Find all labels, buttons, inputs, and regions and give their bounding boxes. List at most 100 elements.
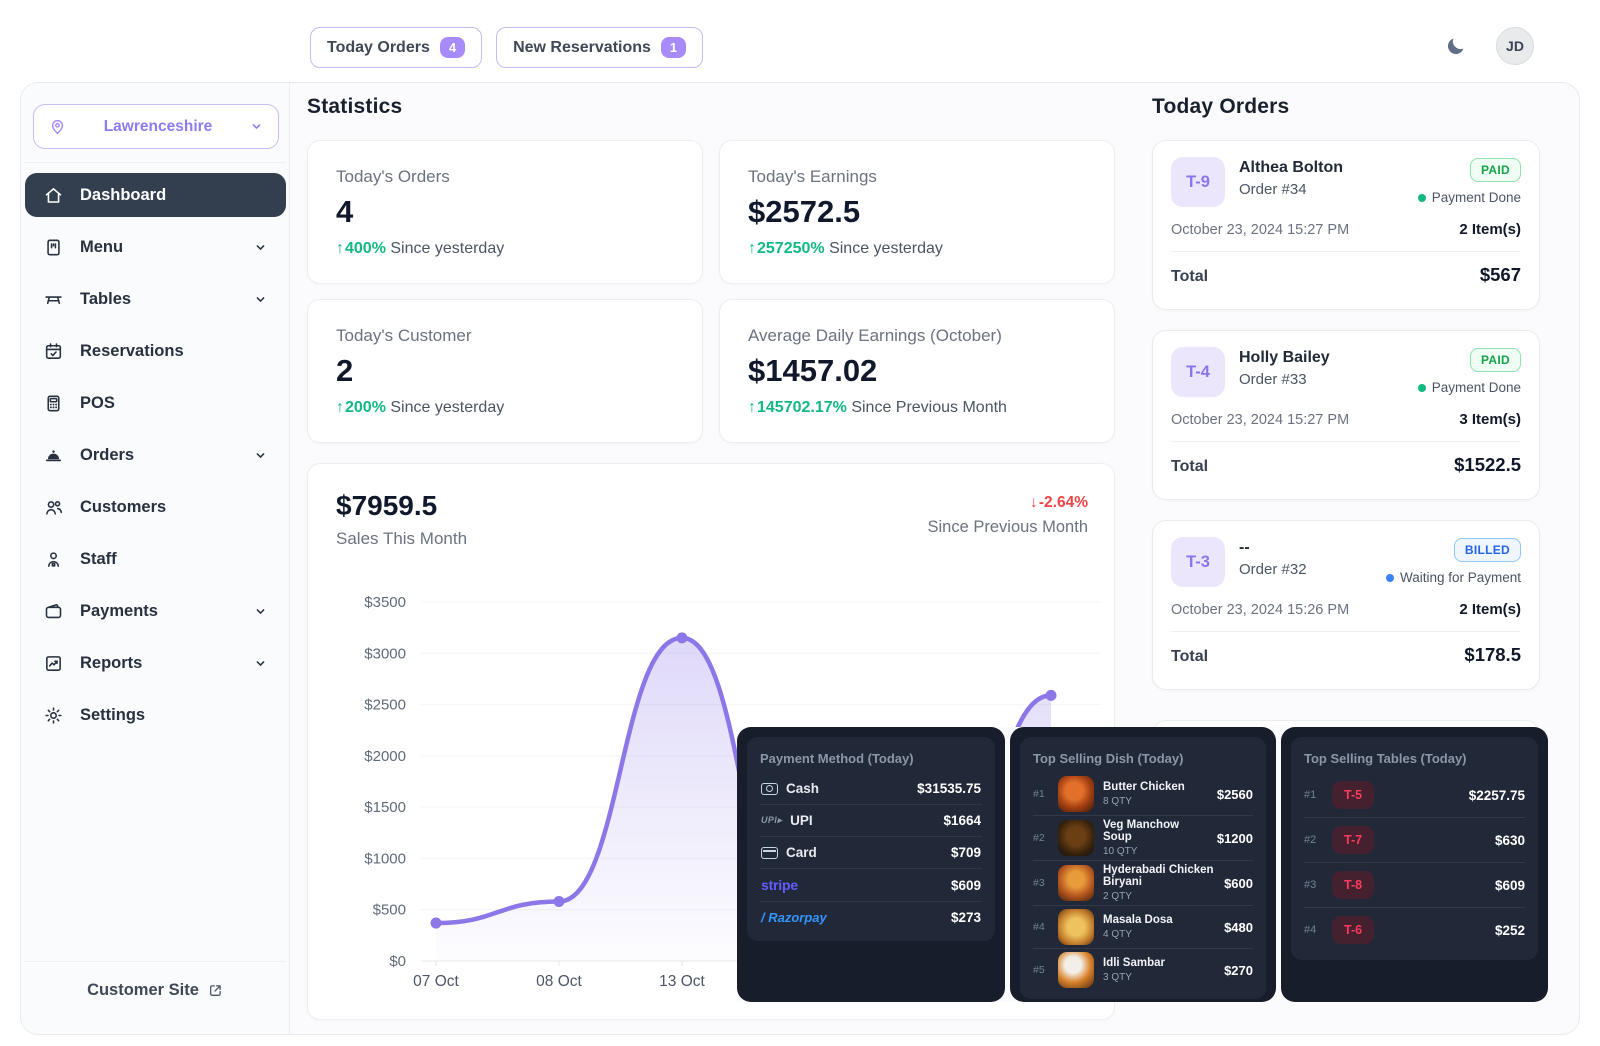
order-datetime: October 23, 2024 15:27 PM <box>1171 412 1350 428</box>
sidebar-item[interactable]: Staff <box>25 537 286 581</box>
stat-card-label: Today's Orders <box>336 167 450 186</box>
today-orders-panel: Today Orders T-9 Althea Bolton Order #34… <box>1152 95 1540 780</box>
up-arrow-icon: ↑ <box>748 399 756 416</box>
table-amount: $630 <box>1494 832 1525 848</box>
svg-text:$1000: $1000 <box>364 850 406 867</box>
dish-row: #2 Veg Manchow Soup 10 QTY $1200 <box>1033 816 1253 861</box>
stat-card: Average Daily Earnings (October) $1457.0… <box>719 299 1115 443</box>
sidebar-nav: Dashboard Menu Tables Reserva <box>25 173 286 745</box>
stat-delta-percent: 200% <box>345 399 386 416</box>
sidebar-item-label: Staff <box>80 549 117 568</box>
order-card[interactable]: T-4 Holly Bailey Order #33 PAID Payment … <box>1152 330 1540 500</box>
dish-qty: 2 QTY <box>1103 891 1132 902</box>
chart-header: $7959.5 Sales This Month ↓ -2.64% Since … <box>336 490 1088 549</box>
dish-rank: #2 <box>1033 832 1045 844</box>
bottom-summary-panels: Payment Method (Today) Cash $31535.75 UP… <box>737 727 1548 1002</box>
home-icon <box>43 185 64 206</box>
stat-card: Today's Orders 4 ↑400% Since yesterday <box>307 140 703 284</box>
sidebar-item[interactable]: Reports <box>25 641 286 685</box>
dish-rank: #3 <box>1033 877 1045 889</box>
sales-delta-note: Since Previous Month <box>927 518 1089 536</box>
payment-status: Payment Done <box>1417 190 1521 205</box>
dish-name: Hyderabadi Chicken Biryani <box>1103 864 1214 888</box>
payment-status-label: Waiting for Payment <box>1399 570 1521 585</box>
stat-card-label: Today's Customer <box>336 326 472 345</box>
topbar: Today Orders 4 New Reservations 1 <box>310 27 704 68</box>
customer-name: Holly Bailey <box>1239 349 1330 366</box>
top-selling-dish-panel: Top Selling Dish (Today) #1 Butter Chick… <box>1010 727 1276 1002</box>
user-avatar[interactable]: JD <box>1496 27 1534 65</box>
chevron-down-icon <box>253 604 268 619</box>
dark-mode-toggle[interactable] <box>1438 29 1472 63</box>
payment-method-row: Razorpay $273 <box>760 901 982 933</box>
staff-icon <box>43 549 64 570</box>
table-badge: T-9 <box>1171 157 1225 207</box>
chevron-down-icon <box>253 448 268 463</box>
sidebar-item[interactable]: Reservations <box>25 329 286 373</box>
dish-row: #1 Butter Chicken 8 QTY $2560 <box>1033 773 1253 816</box>
menu-board-icon <box>43 237 64 258</box>
statistics-title: Statistics <box>307 95 403 118</box>
order-card-divider <box>1171 441 1521 442</box>
new-reservations-button[interactable]: New Reservations 1 <box>496 27 704 68</box>
top-selling-dish-list: #1 Butter Chicken 8 QTY $2560 #2 Veg Manc… <box>1033 773 1253 991</box>
chevron-down-icon <box>253 240 268 255</box>
status-badge: PAID <box>1470 348 1521 372</box>
sidebar-item-label: Menu <box>80 237 124 256</box>
table-row: #4 T-6 $252 <box>1304 908 1525 952</box>
sidebar-item[interactable]: Orders <box>25 433 286 477</box>
payment-method-name: UPI <box>790 813 813 828</box>
topbar-right: JD <box>1438 27 1534 65</box>
up-arrow-icon: ↑ <box>748 240 756 257</box>
sidebar-item[interactable]: Payments <box>25 589 286 633</box>
payment-status: Payment Done <box>1417 380 1521 395</box>
sidebar-item[interactable]: Tables <box>25 277 286 321</box>
payment-method-icon <box>761 846 778 859</box>
table-number-badge: T-7 <box>1332 826 1375 854</box>
dish-row: #3 Hyderabadi Chicken Biryani 2 QTY $600 <box>1033 861 1253 906</box>
stat-card-delta: ↑200% Since yesterday <box>336 399 674 417</box>
table-row: #2 T-7 $630 <box>1304 818 1525 863</box>
dish-name: Idli Sambar <box>1103 957 1165 969</box>
stat-card-value: 2 <box>336 353 354 388</box>
sidebar-item[interactable]: Customers <box>25 485 286 529</box>
sidebar-item[interactable]: Dashboard <box>25 173 286 217</box>
location-selector[interactable]: Lawrenceshire <box>33 104 279 149</box>
payment-method-amount: $31535.75 <box>917 781 981 796</box>
sales-month-label: Sales This Month <box>336 529 468 548</box>
sidebar-item[interactable]: Settings <box>25 693 286 737</box>
table-icon <box>43 289 64 310</box>
stat-delta-percent: 257250% <box>757 240 825 257</box>
svg-text:$2500: $2500 <box>364 697 406 714</box>
stat-card: Today's Customer 2 ↑200% Since yesterday <box>307 299 703 443</box>
payment-method-row: stripe $609 <box>760 868 982 901</box>
payment-method-row: Cash $31535.75 <box>760 773 982 804</box>
table-number-badge: T-5 <box>1332 781 1375 809</box>
stat-delta-percent: 400% <box>345 240 386 257</box>
status-dot-icon <box>1417 193 1426 202</box>
dish-row: #4 Masala Dosa 4 QTY $480 <box>1033 906 1253 949</box>
customer-site-label: Customer Site <box>87 981 199 999</box>
stat-card-label: Average Daily Earnings (October) <box>748 326 1002 345</box>
stat-card-label: Today's Earnings <box>748 167 877 186</box>
table-number-badge: T-8 <box>1332 871 1375 899</box>
svg-text:13 Oct: 13 Oct <box>659 973 705 990</box>
top-selling-tables-panel: Top Selling Tables (Today) #1 T-5 $2257.… <box>1281 727 1548 1002</box>
table-rank: #1 <box>1304 789 1317 801</box>
stat-delta-note: Since yesterday <box>829 240 943 257</box>
stat-card: Today's Earnings $2572.5 ↑257250% Since … <box>719 140 1115 284</box>
table-number-badge: T-6 <box>1332 916 1375 944</box>
order-card[interactable]: T-3 -- Order #32 BILLED Waiting for Paym… <box>1152 520 1540 690</box>
stat-delta-percent: 145702.17% <box>757 399 847 416</box>
total-value: $1522.5 <box>1454 454 1521 475</box>
sidebar-item[interactable]: Menu <box>25 225 286 269</box>
sidebar-item-label: Tables <box>80 289 132 308</box>
payment-method-amount: $609 <box>950 877 981 893</box>
payment-method-name: Card <box>786 845 817 860</box>
today-orders-button[interactable]: Today Orders 4 <box>310 27 483 68</box>
sidebar-item[interactable]: POS <box>25 381 286 425</box>
order-card[interactable]: T-9 Althea Bolton Order #34 PAID Payment… <box>1152 140 1540 310</box>
dish-image <box>1058 952 1094 988</box>
customer-site-link[interactable]: Customer Site <box>21 981 290 1000</box>
